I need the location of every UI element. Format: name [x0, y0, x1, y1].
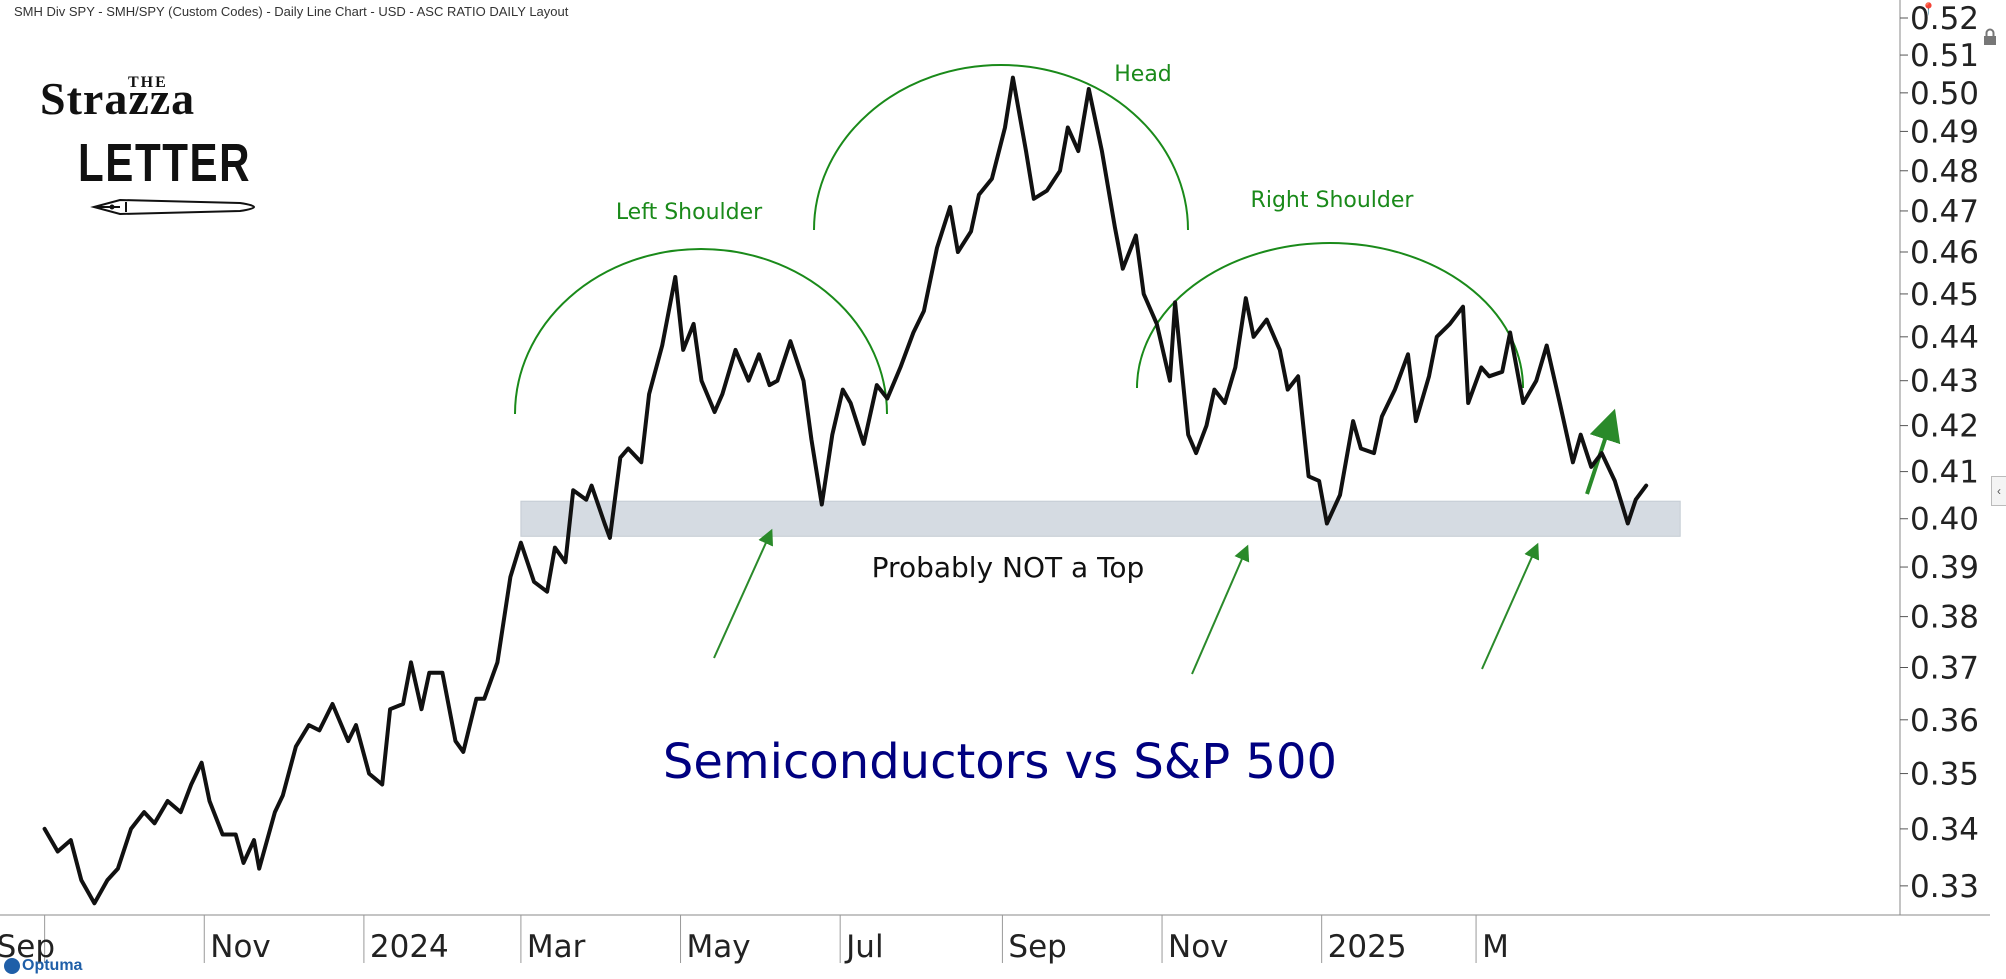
right-shoulder-arc — [1136, 242, 1524, 389]
x-tick-label: 2025 — [1328, 929, 1407, 965]
optuma-logo-icon — [4, 958, 20, 974]
series-line — [42, 75, 1649, 906]
y-tick-label: 0.37 — [1910, 651, 1979, 687]
y-tick-label: 0.41 — [1910, 455, 1979, 491]
x-tick-label: M — [1482, 929, 1509, 965]
head-label: Head — [1114, 62, 1172, 87]
y-tick-label: 0.40 — [1910, 502, 1979, 538]
pen-nib-icon — [90, 198, 255, 216]
chevron-left-icon[interactable]: ‹ — [1991, 476, 2006, 506]
optuma-brand-label: Optuma — [22, 957, 83, 974]
y-tick-label: 0.50 — [1910, 76, 1979, 112]
y-tick-label: 0.42 — [1910, 409, 1979, 445]
y-tick-label: 0.48 — [1910, 154, 1979, 190]
y-tick-label: 0.33 — [1910, 869, 1979, 905]
y-tick-label: 0.35 — [1910, 757, 1979, 793]
head-arc — [813, 64, 1189, 231]
y-tick-label: 0.43 — [1910, 364, 1979, 400]
support-arrow-3 — [1481, 542, 1540, 670]
y-tick-label: 0.52 — [1910, 1, 1979, 37]
pin-icon[interactable]: 📍 — [1921, 2, 1936, 16]
x-tick-label: Sep — [1008, 929, 1066, 965]
axes: 0.33 0.34 0.35 0.36 0.37 0.38 0.39 0.40 0.41 0.42… — [0, 0, 1990, 965]
y-tick-label: 0.45 — [1910, 277, 1979, 313]
y-tick-label: 0.39 — [1910, 550, 1979, 586]
logo-strazza: Strazza — [40, 73, 196, 124]
y-tick-label: 0.44 — [1910, 320, 1979, 356]
support-arrow-2 — [1191, 544, 1250, 675]
x-tick-label: May — [687, 929, 751, 965]
plot-area: Left Shoulder Head Right Shoulder Probably … — [42, 62, 1681, 906]
y-tick-label: 0.49 — [1910, 114, 1979, 150]
note-label: Probably NOT a Top — [872, 551, 1145, 584]
y-tick-label: 0.47 — [1910, 194, 1979, 230]
logo-letter: LETTER — [78, 133, 252, 193]
y-tick-label: 0.36 — [1910, 703, 1979, 739]
y-tick-label: 0.34 — [1910, 812, 1979, 848]
x-tick-label: Nov — [210, 929, 271, 965]
chart-title: Semiconductors vs S&P 500 — [663, 734, 1337, 790]
optuma-brand: Optuma — [4, 957, 82, 975]
x-tick-label: Mar — [527, 929, 586, 965]
support-arrow-1 — [713, 528, 774, 659]
y-tick-label: 0.38 — [1910, 600, 1979, 636]
y-tick-label: 0.51 — [1910, 38, 1979, 74]
x-tick-label: 2024 — [370, 929, 449, 965]
x-tick-label: Nov — [1168, 929, 1229, 965]
left-shoulder-label: Left Shoulder — [616, 200, 763, 225]
y-tick-label: 0.46 — [1910, 235, 1979, 271]
right-shoulder-label: Right Shoulder — [1251, 188, 1415, 213]
support-band — [520, 500, 1681, 537]
x-tick-label: Jul — [844, 929, 883, 965]
chart-header-title: SMH Div SPY - SMH/SPY (Custom Codes) - D… — [14, 4, 569, 19]
lock-icon[interactable] — [1982, 28, 1998, 46]
strazza-letter-logo: THE Strazza LETTER — [40, 58, 275, 228]
left-shoulder-arc — [514, 248, 888, 415]
logo-the: THE — [128, 74, 168, 91]
